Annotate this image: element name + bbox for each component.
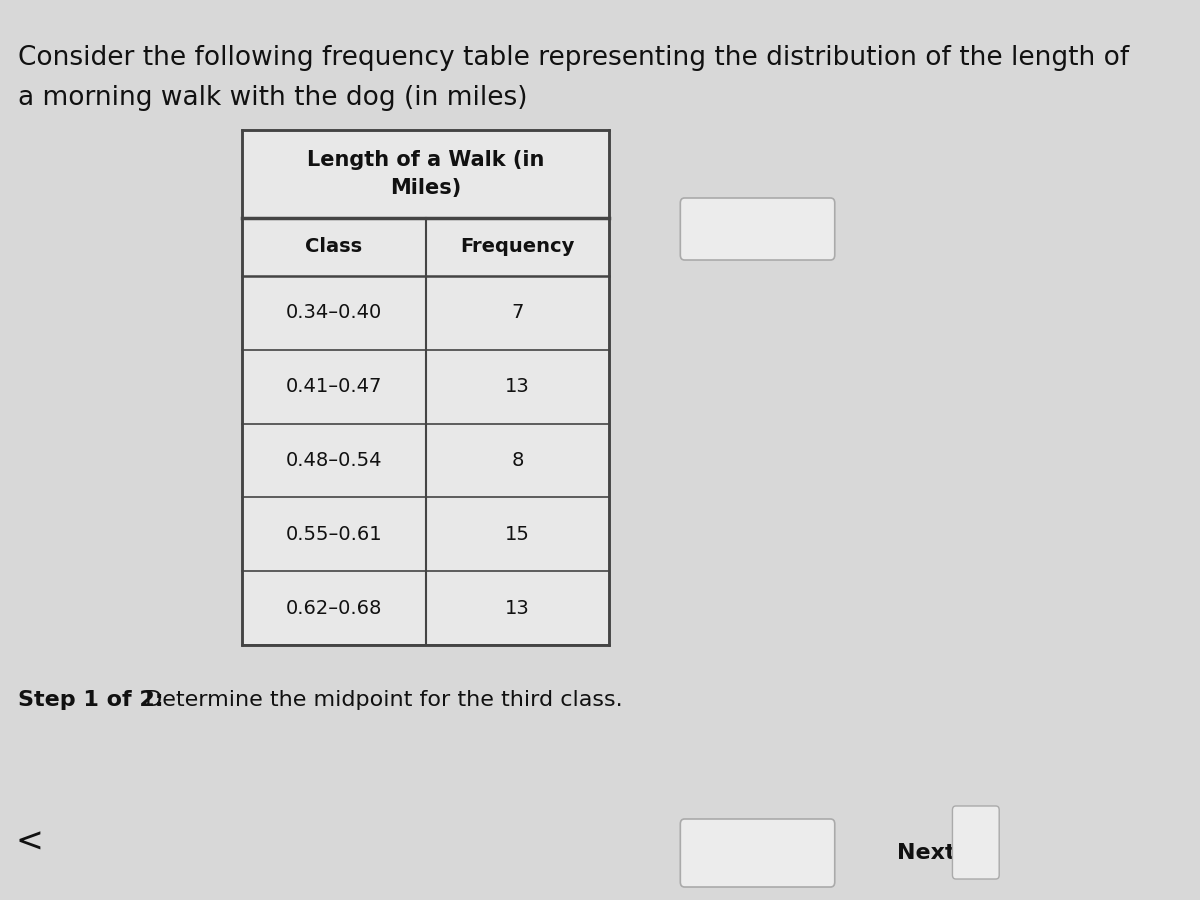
Text: 15: 15 <box>505 525 530 544</box>
FancyBboxPatch shape <box>953 806 1000 879</box>
Text: 0.55–0.61: 0.55–0.61 <box>286 525 383 544</box>
Text: Next: Next <box>898 843 956 863</box>
Text: >: > <box>964 829 988 857</box>
Text: Copy Data: Copy Data <box>710 220 805 238</box>
Text: Determine the midpoint for the third class.: Determine the midpoint for the third cla… <box>138 690 623 710</box>
FancyBboxPatch shape <box>680 198 835 260</box>
Text: Consider the following frequency table representing the distribution of the leng: Consider the following frequency table r… <box>18 45 1129 71</box>
Text: <: < <box>16 825 43 859</box>
Text: Frequency: Frequency <box>461 238 575 256</box>
Text: Class: Class <box>305 238 362 256</box>
Text: 7: 7 <box>511 303 523 322</box>
Text: 0.41–0.47: 0.41–0.47 <box>286 377 382 396</box>
FancyBboxPatch shape <box>680 819 835 887</box>
Text: a morning walk with the dog (in miles): a morning walk with the dog (in miles) <box>18 85 528 111</box>
Text: 8: 8 <box>511 451 523 470</box>
Text: 0.34–0.40: 0.34–0.40 <box>286 303 382 322</box>
Text: Length of a Walk (in
Miles): Length of a Walk (in Miles) <box>307 150 545 198</box>
Text: 0.48–0.54: 0.48–0.54 <box>286 451 382 470</box>
Text: 0.62–0.68: 0.62–0.68 <box>286 598 382 617</box>
Text: 13: 13 <box>505 377 530 396</box>
Text: ⊞  Keypad: ⊞ Keypad <box>710 844 804 862</box>
Text: Step 1 of 2:: Step 1 of 2: <box>18 690 164 710</box>
FancyBboxPatch shape <box>242 130 610 645</box>
Text: 13: 13 <box>505 598 530 617</box>
